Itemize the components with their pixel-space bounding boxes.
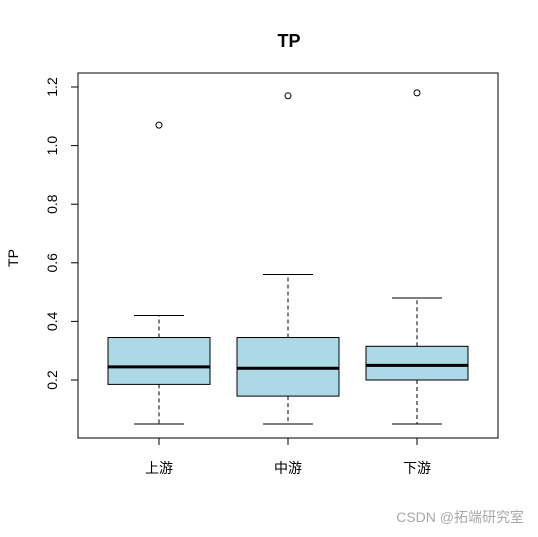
y-tick-label: 0.4 bbox=[44, 311, 60, 331]
iqr-box bbox=[108, 338, 210, 385]
box-1 bbox=[108, 122, 210, 424]
outlier-point bbox=[285, 93, 291, 99]
x-tick-label: 中游 bbox=[274, 461, 302, 477]
iqr-box bbox=[366, 346, 468, 380]
y-axis: 0.2 0.4 0.6 0.8 1.0 1.2 bbox=[44, 77, 78, 390]
y-tick-label: 1.0 bbox=[44, 136, 60, 156]
x-tick-label: 下游 bbox=[403, 461, 431, 477]
box-2 bbox=[237, 93, 339, 424]
y-tick-label: 0.2 bbox=[44, 370, 60, 390]
y-tick-label: 0.6 bbox=[44, 253, 60, 273]
watermark: CSDN @拓端研究室 bbox=[396, 507, 524, 527]
box-3 bbox=[366, 90, 468, 424]
y-axis-label: TP bbox=[5, 249, 21, 267]
outlier-point bbox=[414, 90, 420, 96]
chart-title: TP bbox=[277, 31, 300, 51]
y-tick-label: 0.8 bbox=[44, 194, 60, 214]
outlier-point bbox=[156, 122, 162, 128]
y-tick-label: 1.2 bbox=[44, 77, 60, 97]
x-tick-label: 上游 bbox=[145, 461, 173, 477]
boxes-group bbox=[108, 90, 468, 424]
x-axis: 上游 中游 下游 bbox=[145, 438, 431, 477]
